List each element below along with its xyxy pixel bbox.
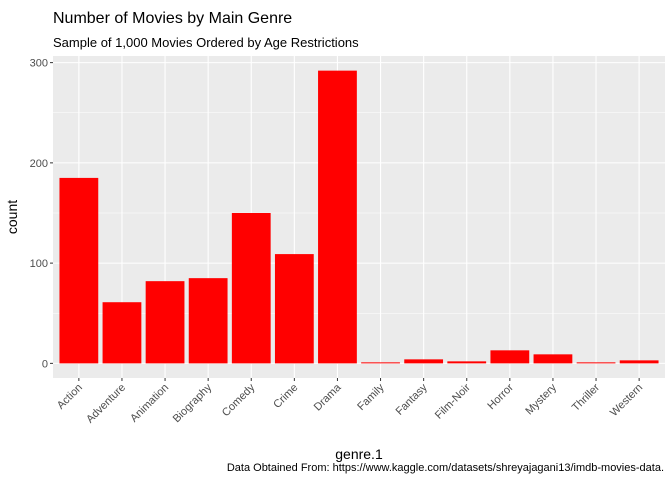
x-tick-label: Comedy bbox=[220, 381, 258, 419]
y-tick-label: 100 bbox=[30, 258, 48, 270]
bar-biography bbox=[188, 278, 228, 364]
x-tick-label: Mystery bbox=[523, 381, 559, 417]
bar-drama bbox=[318, 70, 357, 364]
bars bbox=[59, 70, 659, 364]
bar-horror bbox=[490, 350, 530, 364]
x-tick-label: Drama bbox=[312, 381, 344, 413]
bar-adventure bbox=[102, 302, 142, 364]
chart-subtitle: Sample of 1,000 Movies Ordered by Age Re… bbox=[53, 35, 359, 50]
bar-thriller bbox=[576, 362, 616, 364]
x-tick-label: Fantasy bbox=[394, 381, 431, 418]
x-tick-label: Family bbox=[355, 381, 387, 413]
y-tick-label: 200 bbox=[30, 158, 48, 170]
bar-film-noir bbox=[447, 361, 487, 364]
x-tick-label: Thriller bbox=[570, 381, 602, 413]
bar-action bbox=[59, 177, 99, 364]
bar-animation bbox=[145, 281, 185, 364]
y-axis-title: count bbox=[4, 200, 20, 234]
chart-caption: Data Obtained From: https://www.kaggle.c… bbox=[227, 462, 664, 474]
bar-comedy bbox=[231, 212, 271, 364]
x-tick-label: Horror bbox=[485, 381, 516, 412]
x-tick-label: Film-Noir bbox=[433, 381, 473, 421]
x-tick-label: Adventure bbox=[84, 382, 128, 426]
x-tick-label: Crime bbox=[271, 382, 300, 411]
bar-mystery bbox=[533, 354, 573, 364]
bar-western bbox=[619, 360, 659, 364]
y-tick-label: 0 bbox=[42, 358, 48, 370]
chart-title: Number of Movies by Main Genre bbox=[53, 10, 292, 27]
x-tick-label: Action bbox=[55, 382, 85, 412]
x-tick-label: Animation bbox=[128, 382, 171, 425]
y-axis: 0 100 200 300 bbox=[30, 58, 53, 370]
bar-family bbox=[361, 362, 400, 364]
y-tick-label: 300 bbox=[30, 58, 48, 70]
x-tick-label: Biography bbox=[171, 381, 215, 425]
bar-crime bbox=[274, 254, 314, 364]
x-axis: Action Adventure Animation Biography Comedy C… bbox=[55, 378, 645, 426]
x-axis-title: genre.1 bbox=[335, 446, 383, 462]
plot-panel bbox=[53, 56, 665, 378]
x-tick-label: Western bbox=[608, 382, 645, 419]
bar-fantasy bbox=[404, 359, 444, 364]
